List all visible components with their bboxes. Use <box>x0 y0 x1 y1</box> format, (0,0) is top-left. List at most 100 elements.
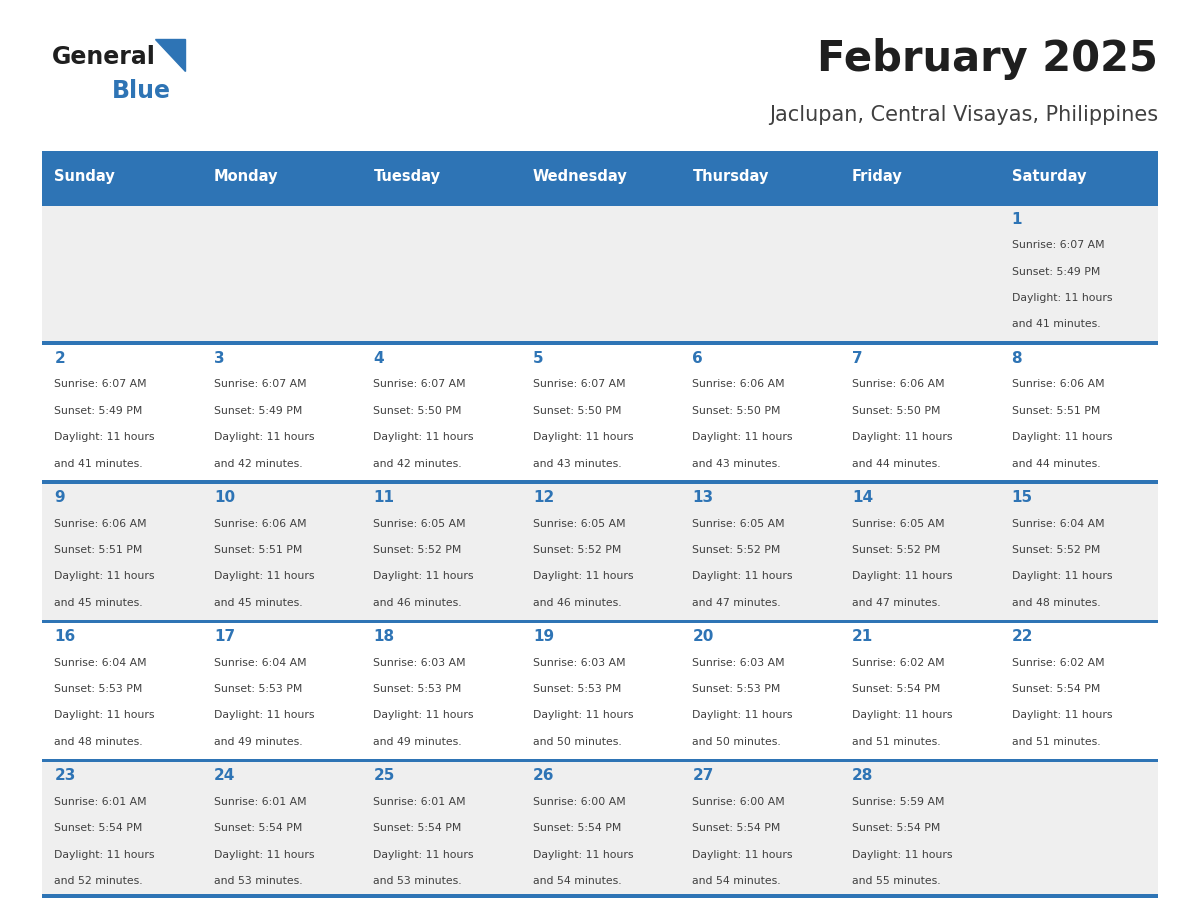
Bar <box>42 623 1158 758</box>
Text: Daylight: 11 hours: Daylight: 11 hours <box>533 711 633 721</box>
Bar <box>42 345 1158 480</box>
Text: Daylight: 11 hours: Daylight: 11 hours <box>373 711 474 721</box>
Text: and 54 minutes.: and 54 minutes. <box>693 876 781 886</box>
Text: Daylight: 11 hours: Daylight: 11 hours <box>1011 293 1112 303</box>
Text: 20: 20 <box>693 629 714 644</box>
Text: Daylight: 11 hours: Daylight: 11 hours <box>852 571 953 581</box>
Text: Sunrise: 6:05 AM: Sunrise: 6:05 AM <box>373 519 466 529</box>
Text: and 53 minutes.: and 53 minutes. <box>214 876 303 886</box>
Text: 7: 7 <box>852 351 862 366</box>
Text: 27: 27 <box>693 768 714 783</box>
Polygon shape <box>154 39 185 71</box>
Bar <box>680 151 839 202</box>
Text: Sunrise: 6:07 AM: Sunrise: 6:07 AM <box>1011 241 1104 251</box>
Text: Sunrise: 6:01 AM: Sunrise: 6:01 AM <box>214 797 307 807</box>
Text: Sunset: 5:51 PM: Sunset: 5:51 PM <box>214 545 302 554</box>
Text: Friday: Friday <box>852 169 903 185</box>
Text: Sunset: 5:53 PM: Sunset: 5:53 PM <box>533 684 621 694</box>
Text: Sunrise: 6:03 AM: Sunrise: 6:03 AM <box>373 657 466 667</box>
Text: Sunrise: 6:05 AM: Sunrise: 6:05 AM <box>533 519 626 529</box>
Text: and 50 minutes.: and 50 minutes. <box>693 737 782 747</box>
Text: Daylight: 11 hours: Daylight: 11 hours <box>1011 571 1112 581</box>
Text: Sunrise: 6:07 AM: Sunrise: 6:07 AM <box>533 379 626 389</box>
Text: 21: 21 <box>852 629 873 644</box>
Bar <box>839 151 999 202</box>
Text: Sunrise: 6:03 AM: Sunrise: 6:03 AM <box>693 657 785 667</box>
Text: Sunset: 5:49 PM: Sunset: 5:49 PM <box>1011 267 1100 276</box>
Text: 28: 28 <box>852 768 873 783</box>
Text: Sunset: 5:53 PM: Sunset: 5:53 PM <box>214 684 302 694</box>
Text: and 48 minutes.: and 48 minutes. <box>1011 598 1100 608</box>
Text: and 44 minutes.: and 44 minutes. <box>852 459 941 468</box>
Text: Daylight: 11 hours: Daylight: 11 hours <box>1011 432 1112 442</box>
Text: Sunset: 5:51 PM: Sunset: 5:51 PM <box>1011 406 1100 416</box>
Text: 15: 15 <box>1011 490 1032 505</box>
Text: Sunset: 5:49 PM: Sunset: 5:49 PM <box>214 406 302 416</box>
Text: Sunset: 5:54 PM: Sunset: 5:54 PM <box>373 823 462 834</box>
Text: and 46 minutes.: and 46 minutes. <box>533 598 621 608</box>
Text: Daylight: 11 hours: Daylight: 11 hours <box>214 711 315 721</box>
Text: Sunrise: 6:04 AM: Sunrise: 6:04 AM <box>214 657 307 667</box>
Bar <box>201 151 361 202</box>
Text: and 54 minutes.: and 54 minutes. <box>533 876 621 886</box>
Text: Saturday: Saturday <box>1011 169 1086 185</box>
Text: and 47 minutes.: and 47 minutes. <box>852 598 941 608</box>
Bar <box>42 202 1158 206</box>
Text: Daylight: 11 hours: Daylight: 11 hours <box>1011 711 1112 721</box>
Text: 6: 6 <box>693 351 703 366</box>
Text: Blue: Blue <box>113 79 171 103</box>
Bar <box>42 758 1158 763</box>
Text: Sunrise: 6:05 AM: Sunrise: 6:05 AM <box>693 519 785 529</box>
Text: and 47 minutes.: and 47 minutes. <box>693 598 781 608</box>
Text: 18: 18 <box>373 629 394 644</box>
Text: and 51 minutes.: and 51 minutes. <box>1011 737 1100 747</box>
Text: Jaclupan, Central Visayas, Philippines: Jaclupan, Central Visayas, Philippines <box>769 106 1158 126</box>
Text: Sunrise: 5:59 AM: Sunrise: 5:59 AM <box>852 797 944 807</box>
Text: Daylight: 11 hours: Daylight: 11 hours <box>693 432 792 442</box>
Text: Sunset: 5:52 PM: Sunset: 5:52 PM <box>852 545 941 554</box>
Bar <box>361 151 520 202</box>
Text: Sunset: 5:54 PM: Sunset: 5:54 PM <box>852 823 941 834</box>
Bar <box>42 206 1158 341</box>
Text: Daylight: 11 hours: Daylight: 11 hours <box>533 849 633 859</box>
Text: and 49 minutes.: and 49 minutes. <box>373 737 462 747</box>
Text: and 50 minutes.: and 50 minutes. <box>533 737 621 747</box>
Text: Sunrise: 6:03 AM: Sunrise: 6:03 AM <box>533 657 626 667</box>
Text: Sunset: 5:53 PM: Sunset: 5:53 PM <box>693 684 781 694</box>
Text: Sunset: 5:54 PM: Sunset: 5:54 PM <box>852 684 941 694</box>
Text: Sunset: 5:54 PM: Sunset: 5:54 PM <box>55 823 143 834</box>
Text: Sunrise: 6:06 AM: Sunrise: 6:06 AM <box>1011 379 1104 389</box>
Text: Daylight: 11 hours: Daylight: 11 hours <box>55 849 154 859</box>
Text: 17: 17 <box>214 629 235 644</box>
Text: Sunrise: 6:02 AM: Sunrise: 6:02 AM <box>852 657 944 667</box>
Text: Daylight: 11 hours: Daylight: 11 hours <box>214 571 315 581</box>
Text: General: General <box>52 45 156 69</box>
Text: Sunrise: 6:07 AM: Sunrise: 6:07 AM <box>55 379 147 389</box>
Text: Daylight: 11 hours: Daylight: 11 hours <box>214 849 315 859</box>
Text: Daylight: 11 hours: Daylight: 11 hours <box>55 711 154 721</box>
Text: 5: 5 <box>533 351 544 366</box>
Text: 1: 1 <box>1011 212 1022 227</box>
Text: and 41 minutes.: and 41 minutes. <box>1011 319 1100 330</box>
Text: Daylight: 11 hours: Daylight: 11 hours <box>693 711 792 721</box>
Text: Sunset: 5:53 PM: Sunset: 5:53 PM <box>55 684 143 694</box>
Text: Daylight: 11 hours: Daylight: 11 hours <box>693 849 792 859</box>
Text: and 45 minutes.: and 45 minutes. <box>55 598 143 608</box>
Text: and 42 minutes.: and 42 minutes. <box>214 459 303 468</box>
Text: 23: 23 <box>55 768 76 783</box>
Text: Daylight: 11 hours: Daylight: 11 hours <box>55 571 154 581</box>
Text: 26: 26 <box>533 768 555 783</box>
Text: and 46 minutes.: and 46 minutes. <box>373 598 462 608</box>
Text: Daylight: 11 hours: Daylight: 11 hours <box>55 432 154 442</box>
Text: Sunset: 5:52 PM: Sunset: 5:52 PM <box>533 545 621 554</box>
Text: and 43 minutes.: and 43 minutes. <box>533 459 621 468</box>
Text: and 43 minutes.: and 43 minutes. <box>693 459 781 468</box>
Bar <box>520 151 680 202</box>
Text: February 2025: February 2025 <box>817 38 1158 80</box>
Text: 3: 3 <box>214 351 225 366</box>
Text: Daylight: 11 hours: Daylight: 11 hours <box>693 571 792 581</box>
Text: Sunset: 5:50 PM: Sunset: 5:50 PM <box>852 406 941 416</box>
Text: 19: 19 <box>533 629 554 644</box>
Text: 25: 25 <box>373 768 394 783</box>
Text: Daylight: 11 hours: Daylight: 11 hours <box>373 432 474 442</box>
